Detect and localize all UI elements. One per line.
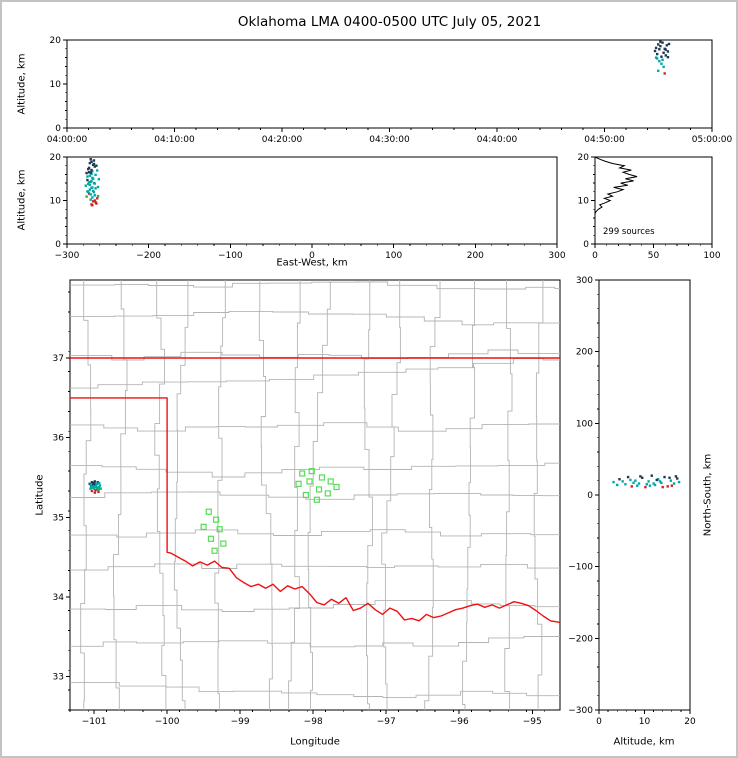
alt_histogram-panel: 0 50 100 0 10 20 [578,153,721,261]
svg-text:04:20:00: 04:20:00 [262,135,303,145]
svg-text:−100: −100 [218,251,243,261]
svg-text:300: 300 [548,251,565,261]
svg-text:20: 20 [50,36,62,46]
time_height-panel: 04:00:00 04:10:00 04:20:00 04:30:00 04:40:00… [47,36,733,145]
svg-text:05:00:00: 05:00:00 [692,135,733,145]
svg-text:0: 0 [55,124,61,134]
svg-text:−96: −96 [450,717,469,727]
plan_view-panel: −101 −100 −99 −98 −97 −96 −95 33 34 35 36 37 [53,279,561,727]
svg-text:37: 37 [53,354,64,364]
svg-text:−100: −100 [568,563,593,573]
svg-text:36: 36 [53,434,65,444]
svg-text:0: 0 [583,240,589,250]
svg-text:300: 300 [576,276,593,286]
svg-text:35: 35 [53,513,64,523]
svg-text:04:50:00: 04:50:00 [584,135,625,145]
svg-text:200: 200 [467,251,484,261]
svg-text:−98: −98 [304,717,323,727]
ew_height-panel: −300 −200 −100 0 100 200 300 0 10 20 [50,153,566,261]
xlabel-ns-altitude: Altitude, km [613,736,675,748]
svg-text:0: 0 [592,251,598,261]
svg-text:−300: −300 [55,251,80,261]
svg-text:0: 0 [309,251,315,261]
xlabel-longitude: Longitude [290,736,340,748]
svg-text:20: 20 [50,153,62,163]
ylabel-north-south: North-South, km [702,453,714,537]
svg-text:34: 34 [53,593,65,603]
ylabel-ew-altitude: Altitude, km [16,169,28,231]
svg-text:−100: −100 [155,717,180,727]
svg-text:04:30:00: 04:30:00 [369,135,410,145]
svg-text:10: 10 [578,197,590,207]
county-borders [70,280,560,710]
svg-text:−101: −101 [82,717,107,727]
svg-text:04:00:00: 04:00:00 [47,135,88,145]
source-points-ew_height [84,157,101,207]
lma-stations [200,468,340,554]
svg-text:0: 0 [596,717,602,727]
svg-text:04:10:00: 04:10:00 [154,135,195,145]
state-border [70,357,560,624]
svg-text:10: 10 [639,717,651,727]
source-points-plan [88,480,102,494]
svg-text:10: 10 [50,80,62,90]
svg-text:10: 10 [50,197,62,207]
svg-text:100: 100 [385,251,402,261]
ylabel-latitude: Latitude [34,474,46,516]
svg-text:20: 20 [578,153,590,163]
svg-text:100: 100 [576,419,593,429]
xlabel-east-west: East-West, km [276,257,348,269]
svg-text:100: 100 [703,251,720,261]
svg-text:−99: −99 [231,717,250,727]
map-layers [70,280,560,710]
altitude-histogram-line [594,156,638,244]
ns_height-panel: 0 10 20 −300 −200 −100 0 100 200 300 [568,276,696,727]
figure-title: Oklahoma LMA 0400-0500 UTC July 05, 2021 [237,14,542,30]
svg-text:0: 0 [587,491,593,501]
svg-text:20: 20 [684,717,696,727]
svg-text:−300: −300 [568,706,593,716]
svg-text:−95: −95 [523,717,542,727]
svg-text:33: 33 [53,673,64,683]
svg-text:0: 0 [55,240,61,250]
source-points-time_height [653,40,671,75]
svg-text:200: 200 [576,348,593,358]
svg-text:50: 50 [648,251,660,261]
svg-text:04:40:00: 04:40:00 [477,135,518,145]
svg-text:−200: −200 [568,634,593,644]
source-points-ns_height [612,474,681,489]
svg-text:−97: −97 [377,717,396,727]
ylabel-time-height-altitude: Altitude, km [16,53,28,115]
source-count-annotation: 299 sources [603,227,655,237]
svg-text:−200: −200 [136,251,161,261]
